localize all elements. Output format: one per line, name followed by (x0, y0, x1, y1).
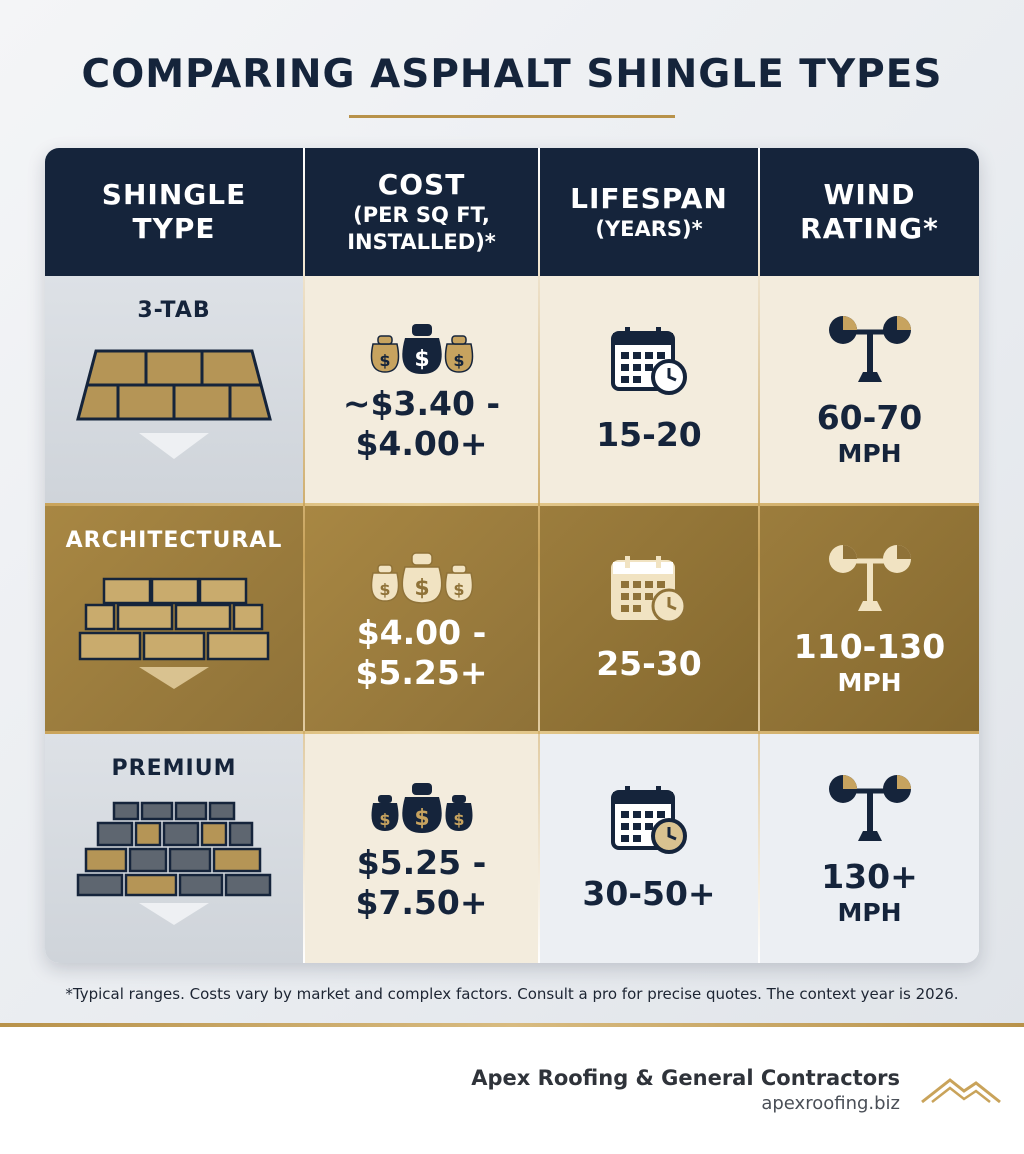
svg-text:$: $ (379, 580, 390, 599)
wind-value: 60-70 (816, 397, 923, 437)
cost-range-line: ~$3.40 - (342, 383, 501, 423)
chevron-down-icon (139, 433, 209, 459)
shingle-roof-icon (74, 345, 274, 425)
cost-range-line: $5.25 - (356, 842, 487, 882)
comparison-table: SHINGLE TYPE COST (PER SQ FT, INSTALLED)… (45, 148, 979, 963)
svg-text:$: $ (414, 806, 429, 831)
money-bags-icon: $ $ $ (363, 316, 481, 376)
chevron-down-icon (139, 667, 209, 689)
header-shingle-type: SHINGLE TYPE (45, 148, 303, 276)
header-line: RATING* (800, 212, 939, 245)
svg-text:$: $ (379, 810, 390, 829)
svg-text:$: $ (414, 576, 429, 601)
header-line: COST (377, 168, 466, 201)
column-divider (758, 148, 760, 963)
calendar-clock-icon (609, 554, 689, 626)
row-3tab-lifespan: 15-20 (540, 276, 758, 503)
cost-range-line: $4.00+ (355, 423, 488, 463)
svg-text:$: $ (453, 580, 464, 599)
shingle-roof-icon (74, 575, 274, 667)
money-bags-icon: $ $ $ (363, 545, 481, 605)
row-premium-cost: $ $ $ $5.25 - $7.50+ (305, 734, 538, 963)
header-subline: (YEARS)* (595, 216, 703, 241)
row-architectural-cost: $ $ $ $4.00 - $5.25+ (305, 506, 538, 731)
footer-rule (0, 1023, 1024, 1027)
svg-text:$: $ (453, 810, 464, 829)
wind-unit: MPH (837, 667, 902, 697)
header-line: LIFESPAN (570, 181, 728, 215)
row-premium-wind: 130+ MPH (760, 734, 979, 963)
header-line: TYPE (132, 212, 216, 245)
lifespan-value: 15-20 (596, 414, 702, 454)
row-divider (45, 503, 979, 506)
wind-unit: MPH (837, 897, 902, 927)
calendar-clock-icon (609, 325, 689, 397)
cost-range-line: $4.00 - (356, 612, 487, 652)
cost-range-line: $5.25+ (355, 652, 488, 692)
wind-unit: MPH (837, 438, 902, 468)
header-lifespan: LIFESPAN (YEARS)* (540, 148, 758, 276)
shingle-type-name: PREMIUM (111, 756, 237, 781)
page-title: COMPARING ASPHALT SHINGLE TYPES (81, 52, 943, 97)
header-cost: COST (PER SQ FT, INSTALLED)* (305, 148, 538, 276)
shingle-roof-icon (74, 799, 274, 899)
svg-text:$: $ (379, 351, 390, 370)
calendar-clock-icon (609, 784, 689, 856)
lifespan-value: 25-30 (596, 643, 702, 683)
row-premium-type: PREMIUM (45, 734, 303, 963)
wind-value: 110-130 (793, 626, 946, 666)
chevron-down-icon (139, 903, 209, 925)
row-divider (45, 731, 979, 734)
header-subline: INSTALLED)* (347, 230, 496, 254)
row-architectural-wind: 110-130 MPH (760, 506, 979, 731)
row-3tab-type: 3-TAB (45, 276, 303, 503)
row-architectural-type: ARCHITECTURAL (45, 506, 303, 731)
row-3tab-wind: 60-70 MPH (760, 276, 979, 503)
lifespan-value: 30-50+ (582, 873, 716, 913)
footer-panel (0, 1027, 1024, 1154)
anemometer-icon (825, 769, 915, 843)
svg-text:$: $ (453, 351, 464, 370)
column-divider (303, 148, 305, 963)
roof-peaks-logo (920, 1074, 1002, 1106)
anemometer-icon (825, 310, 915, 384)
row-premium-lifespan: 30-50+ (540, 734, 758, 963)
company-name: Apex Roofing & General Contractors (471, 1066, 900, 1090)
header-subline: (PER SQ FT, (353, 203, 490, 227)
row-architectural-lifespan: 25-30 (540, 506, 758, 731)
header-wind: WIND RATING* (760, 148, 979, 276)
shingle-type-name: 3-TAB (137, 298, 211, 323)
row-3tab-cost: $ $ $ ~$3.40 - $4.00+ (305, 276, 538, 503)
column-divider (538, 148, 540, 963)
shingle-type-name: ARCHITECTURAL (65, 528, 283, 553)
footnote: *Typical ranges. Costs vary by market an… (65, 985, 959, 1003)
company-website: apexroofing.biz (761, 1093, 900, 1114)
header-line: SHINGLE (101, 178, 247, 211)
cost-range-line: $7.50+ (355, 882, 488, 922)
header-line: WIND (823, 178, 916, 211)
anemometer-icon (825, 539, 915, 613)
money-bags-icon: $ $ $ (363, 775, 481, 835)
svg-text:$: $ (414, 347, 429, 372)
wind-value: 130+ (821, 856, 918, 896)
title-underline (349, 115, 675, 118)
